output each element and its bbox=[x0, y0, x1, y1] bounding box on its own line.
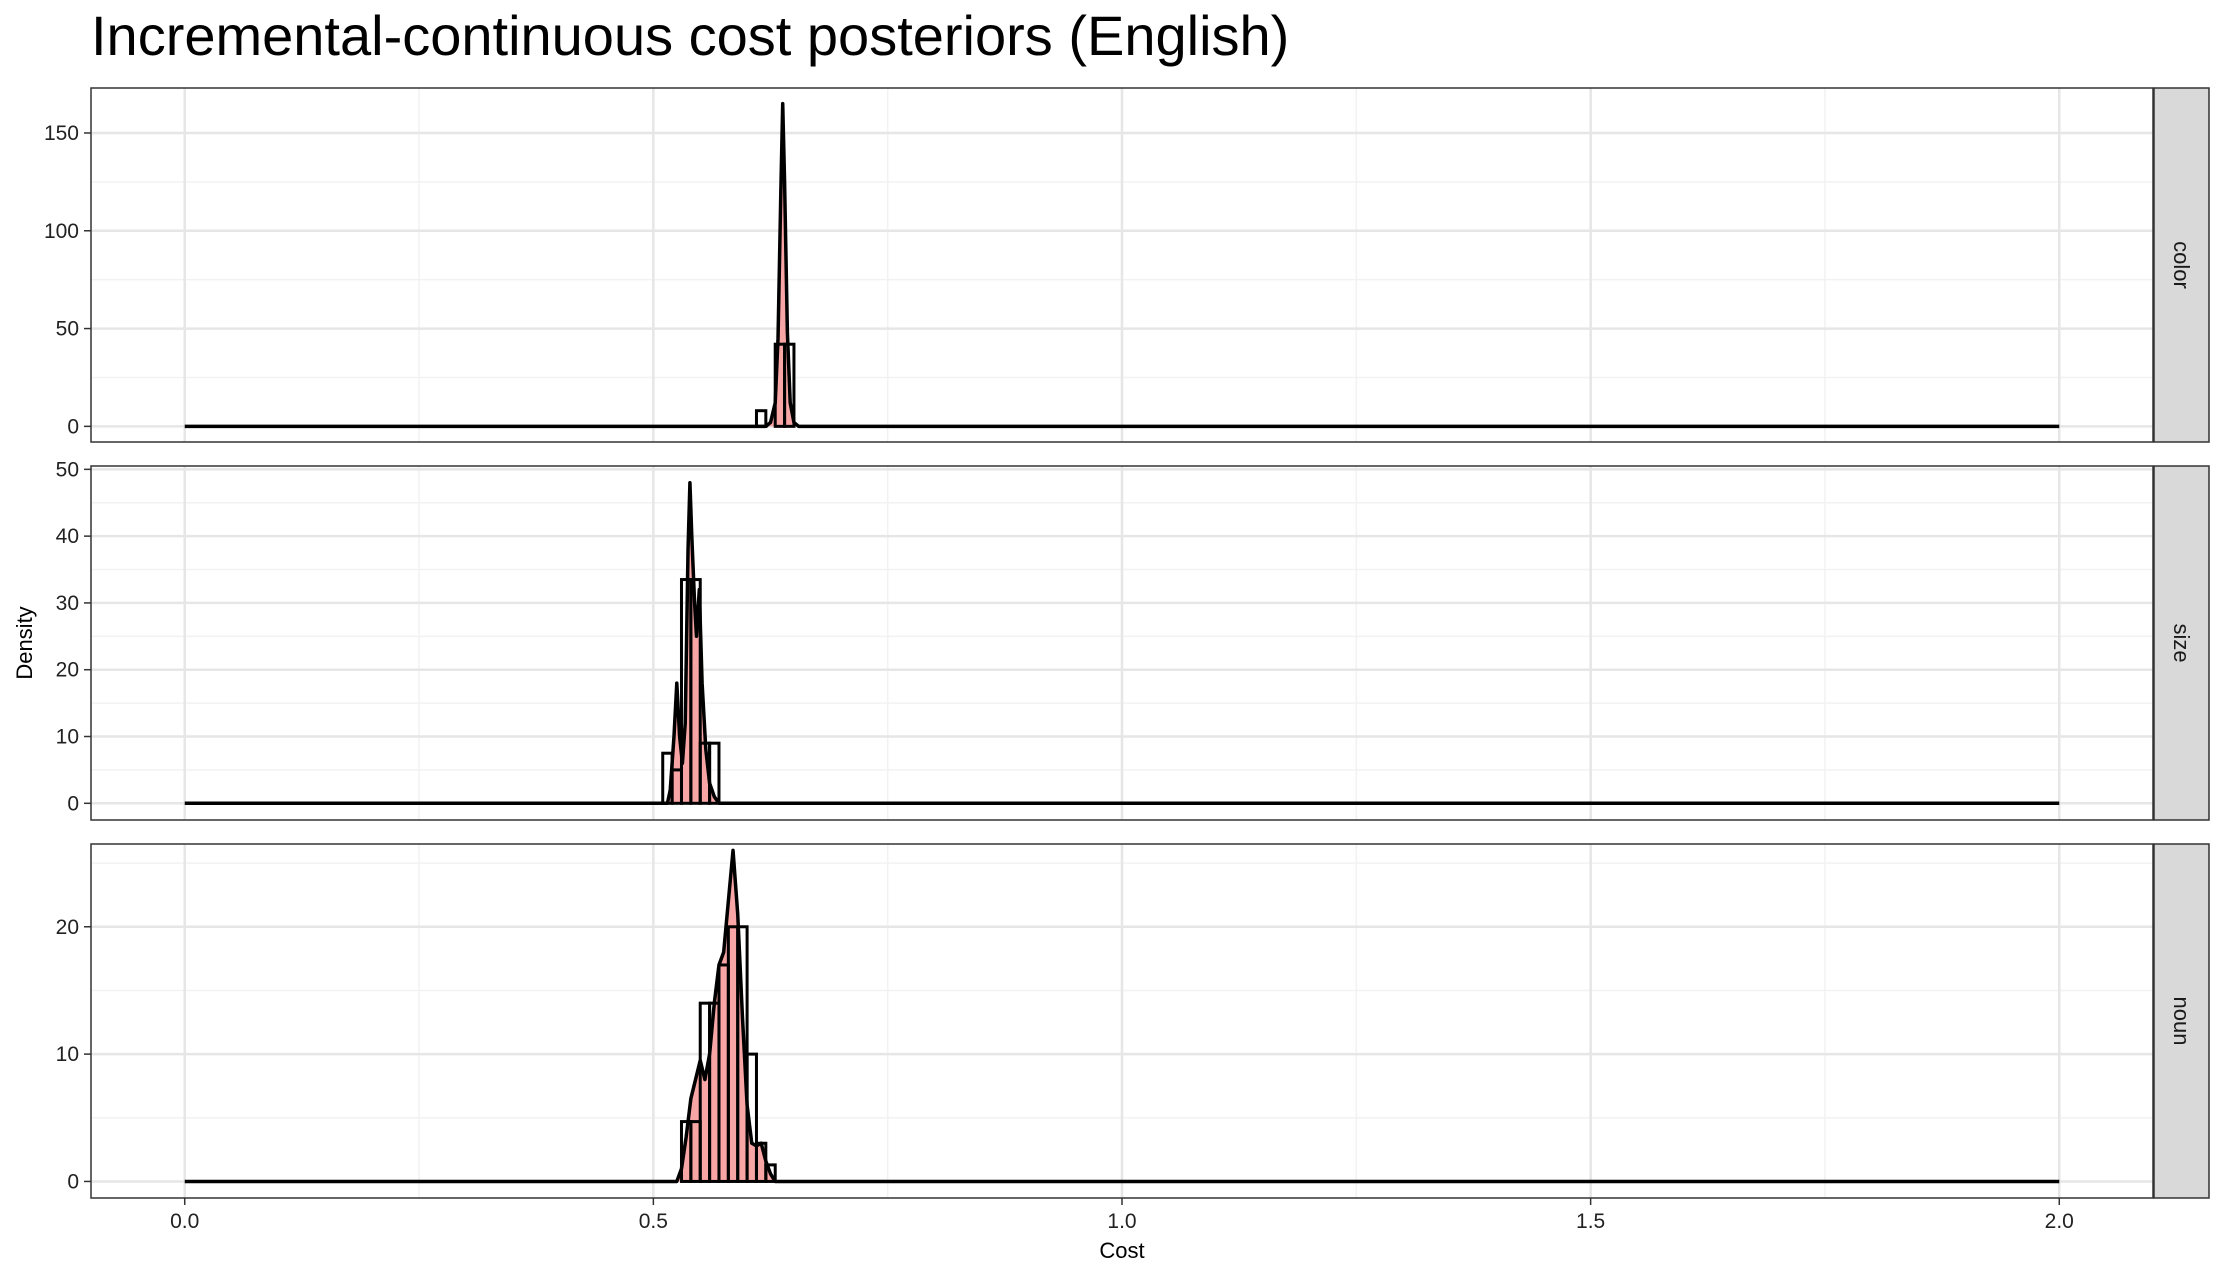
panel-color: 0 50 100 150 color bbox=[44, 87, 2210, 443]
y-tick-label: 0 bbox=[67, 1170, 79, 1193]
facet-strip bbox=[2153, 843, 2210, 1199]
x-tick-label: 1.5 bbox=[1576, 1210, 1605, 1233]
x-axis: 0.0 0.5 1.0 1.5 2.0 bbox=[170, 1198, 2074, 1233]
x-axis-label: Cost bbox=[1099, 1238, 1144, 1263]
facet-strip-label: color bbox=[2169, 241, 2194, 289]
facet-strip bbox=[2153, 465, 2210, 821]
x-tick-label: 2.0 bbox=[2045, 1210, 2074, 1233]
y-tick-label: 0 bbox=[67, 415, 79, 438]
y-tick-label: 150 bbox=[44, 122, 79, 145]
y-tick-label: 20 bbox=[56, 916, 79, 939]
y-tick-label: 0 bbox=[67, 792, 79, 815]
y-tick-label: 40 bbox=[56, 525, 79, 548]
facet-strip bbox=[2153, 87, 2210, 443]
panel-border bbox=[90, 465, 2154, 821]
x-tick-label: 0.5 bbox=[639, 1210, 668, 1233]
panel-noun: 0 10 20 noun bbox=[56, 843, 2210, 1199]
chart-title: Incremental-continuous cost posteriors (… bbox=[91, 4, 1289, 67]
y-tick-label: 50 bbox=[56, 318, 79, 341]
histogram-bar bbox=[764, 1163, 777, 1183]
facet-strip-label: size bbox=[2169, 623, 2194, 662]
y-tick-label: 50 bbox=[56, 458, 79, 481]
x-tick-label: 0.0 bbox=[170, 1210, 199, 1233]
y-axis-label: Density bbox=[12, 606, 37, 679]
y-tick-label: 10 bbox=[56, 726, 79, 749]
density-line bbox=[184, 480, 2060, 806]
panel-border bbox=[90, 87, 2154, 443]
y-tick-label: 20 bbox=[56, 659, 79, 682]
x-tick-label: 1.0 bbox=[1107, 1210, 1136, 1233]
density-line bbox=[184, 848, 2060, 1184]
facet-panels: 0 50 100 150 color 0 10 20 30 40 50 size 0 10 20 noun bbox=[44, 87, 2210, 1199]
y-tick-label: 30 bbox=[56, 592, 79, 615]
panel-size: 0 10 20 30 40 50 size bbox=[56, 458, 2210, 821]
density-line bbox=[184, 101, 2060, 429]
y-tick-label: 100 bbox=[44, 220, 79, 243]
histogram-bar bbox=[689, 578, 702, 805]
y-tick-label: 10 bbox=[56, 1043, 79, 1066]
facet-strip-label: noun bbox=[2169, 997, 2194, 1046]
